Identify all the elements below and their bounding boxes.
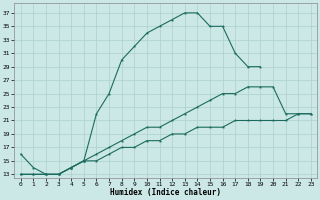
X-axis label: Humidex (Indice chaleur): Humidex (Indice chaleur) (110, 188, 221, 197)
